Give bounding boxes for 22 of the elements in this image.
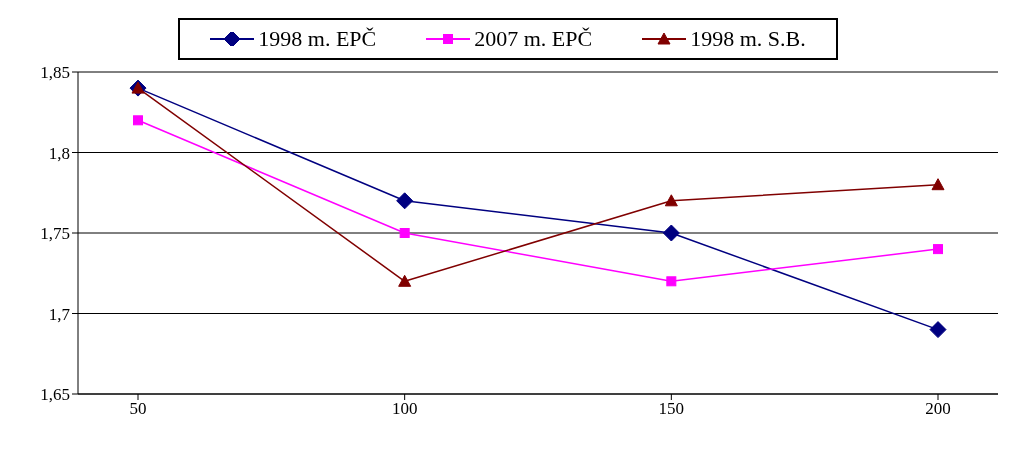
x-tick-label: 200 [925,399,951,419]
point [929,321,947,339]
x-tick-label: 100 [391,399,418,419]
y-tick-label: 1,8 [48,143,70,163]
point [933,244,943,255]
x-tick-label: 50 [129,399,147,419]
point [666,276,677,287]
point [664,194,678,207]
y-tick-label: 1,85 [40,63,70,83]
point [662,224,680,242]
y-tick-label: 1,65 [40,385,70,405]
point [399,228,410,238]
y-tick-label: 1,7 [48,304,71,324]
legend-label: 2007 m. EPČ [474,26,593,52]
point [931,178,945,191]
point [398,274,412,287]
legend-label: 1998 m. EPČ [258,26,377,52]
legend-label: 1998 m. S.B. [690,26,806,52]
point [396,192,414,210]
point [133,115,143,126]
x-tick-label: 150 [658,399,685,419]
y-tick-label: 1,75 [40,224,70,244]
